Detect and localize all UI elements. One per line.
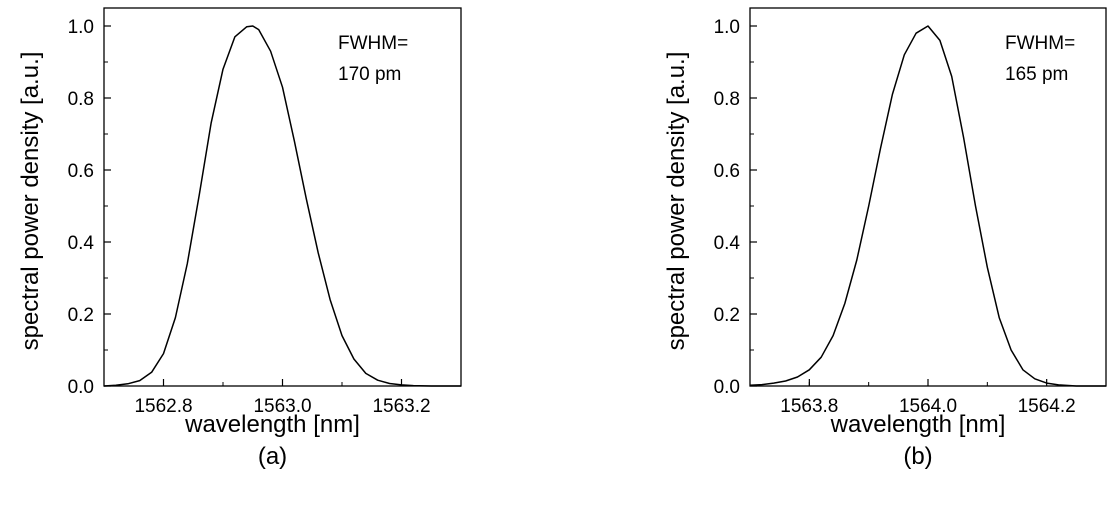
y-tick-label: 0.4 bbox=[68, 233, 95, 254]
y-axis-label: spectral power density [a.u.] bbox=[17, 52, 44, 351]
x-tick-label: 1564.2 bbox=[1018, 396, 1076, 417]
spectrum-line bbox=[749, 25, 1106, 387]
fwhm-value: 170 pm bbox=[338, 64, 401, 85]
y-tick-label: 1.0 bbox=[714, 17, 740, 38]
chart-panel-a: 0.0 0.2 0.4 0.6 0.8 1.0 1562.8 1563.0 1563.2 FWHM… bbox=[17, 7, 462, 470]
x-axis-label: wavelength [nm] bbox=[830, 411, 1006, 438]
y-tick-label: 0.2 bbox=[714, 305, 740, 326]
x-axis-label: wavelength [nm] bbox=[184, 411, 360, 438]
x-tick-label: 1564.0 bbox=[899, 396, 957, 417]
panel-label: (a) bbox=[258, 443, 287, 470]
chart-panel-b: 0.0 0.2 0.4 0.6 0.8 1.0 1563.8 1564.0 1564.2 FWHM… bbox=[663, 7, 1107, 470]
fwhm-label: FWHM= bbox=[1005, 33, 1075, 54]
y-tick-label: 0.2 bbox=[68, 305, 94, 326]
y-tick-label: 0.0 bbox=[68, 377, 94, 398]
fwhm-value: 165 pm bbox=[1005, 64, 1068, 85]
x-tick-label: 1563.0 bbox=[253, 396, 311, 417]
plot-frame bbox=[103, 7, 462, 387]
y-tick-label: 0.6 bbox=[714, 161, 740, 182]
fwhm-label: FWHM= bbox=[338, 33, 408, 54]
y-tick-label: 0.8 bbox=[68, 89, 94, 110]
y-tick-label: 0.0 bbox=[714, 377, 740, 398]
y-axis-label: spectral power density [a.u.] bbox=[663, 52, 690, 351]
y-tick-label: 1.0 bbox=[68, 17, 94, 38]
x-tick-label: 1562.8 bbox=[134, 396, 192, 417]
y-tick-label: 0.6 bbox=[68, 161, 94, 182]
x-tick-label: 1563.8 bbox=[780, 396, 838, 417]
y-tick-label: 0.8 bbox=[714, 89, 740, 110]
panel-label: (b) bbox=[903, 443, 932, 470]
x-tick-label: 1563.2 bbox=[372, 396, 430, 417]
y-tick-label: 0.4 bbox=[714, 233, 741, 254]
spectrum-line bbox=[103, 25, 461, 387]
